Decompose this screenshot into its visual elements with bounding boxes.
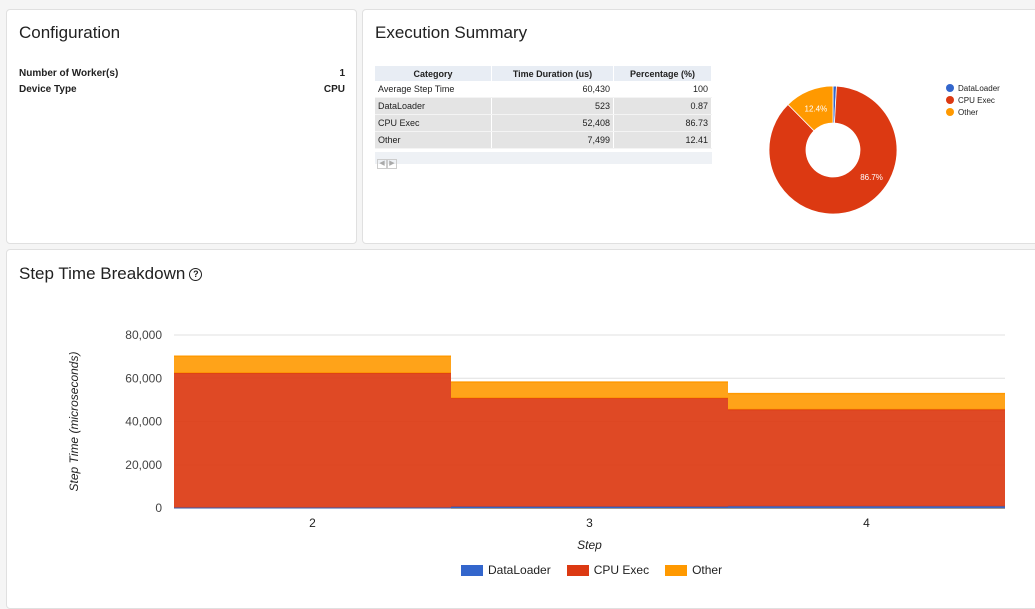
configuration-card: Configuration Number of Worker(s) 1 Devi… [6, 9, 357, 244]
area-segment-cpu-exec[interactable] [451, 398, 728, 507]
pie-slice-label: 86.7% [860, 173, 883, 182]
cell-category: Average Step Time [375, 81, 492, 98]
cell-duration: 7,499 [492, 132, 614, 149]
y-axis-title: Step Time (microseconds) [67, 352, 81, 492]
x-tick-label: 4 [863, 516, 870, 530]
column-header-duration[interactable]: Time Duration (us) [492, 66, 614, 81]
cell-duration: 52,408 [492, 115, 614, 132]
config-label: Device Type [19, 84, 77, 95]
area-segment-other[interactable] [174, 356, 451, 373]
configuration-title: Configuration [19, 23, 120, 43]
cell-duration: 60,430 [492, 81, 614, 98]
pie-legend-item-cpu-exec[interactable]: CPU Exec [946, 94, 1000, 106]
legend-swatch-icon [461, 565, 483, 576]
pie-legend-item-other[interactable]: Other [946, 106, 1000, 118]
y-tick-label: 20,000 [125, 458, 162, 472]
legend-dot-icon [946, 84, 954, 92]
x-tick-label: 2 [309, 516, 316, 530]
pager-next-icon[interactable]: ▶ [387, 159, 397, 169]
config-label: Number of Worker(s) [19, 68, 118, 79]
y-tick-label: 80,000 [125, 328, 162, 342]
cell-percentage: 86.73 [614, 115, 712, 132]
cell-duration: 523 [492, 98, 614, 115]
chart-legend-item-dataloader[interactable]: DataLoader [461, 563, 551, 577]
config-row-device-type: Device Type CPU [19, 84, 345, 95]
chart-legend-item-cpu-exec[interactable]: CPU Exec [567, 563, 649, 577]
execution-summary-title: Execution Summary [375, 23, 527, 43]
chart-legend-item-other[interactable]: Other [665, 563, 722, 577]
legend-label: DataLoader [958, 84, 1000, 93]
table-header-row: Category Time Duration (us) Percentage (… [375, 66, 712, 81]
execution-pie-chart: 86.7% 12.4% [763, 80, 903, 220]
y-tick-label: 60,000 [125, 371, 162, 385]
column-header-category[interactable]: Category [375, 66, 492, 81]
cell-category: CPU Exec [375, 115, 492, 132]
y-tick-label: 40,000 [125, 415, 162, 429]
legend-swatch-icon [567, 565, 589, 576]
legend-label: Other [958, 108, 978, 117]
cell-category: Other [375, 132, 492, 149]
legend-dot-icon [946, 108, 954, 116]
legend-label: Other [692, 563, 722, 577]
config-value: CPU [324, 84, 345, 95]
legend-dot-icon [946, 96, 954, 104]
area-segment-cpu-exec[interactable] [728, 409, 1005, 506]
config-row-workers: Number of Worker(s) 1 [19, 68, 345, 79]
cell-category: DataLoader [375, 98, 492, 115]
table-pager: ◀▶ [375, 152, 712, 164]
pager-prev-icon[interactable]: ◀ [377, 159, 387, 169]
x-axis-title: Step [577, 538, 602, 552]
y-tick-label: 0 [155, 501, 162, 515]
chart-legend: DataLoader CPU Exec Other [461, 563, 738, 577]
column-header-percentage[interactable]: Percentage (%) [614, 66, 712, 81]
cell-percentage: 100 [614, 81, 712, 98]
execution-summary-table: Category Time Duration (us) Percentage (… [375, 66, 712, 149]
pie-legend: DataLoader CPU Exec Other [946, 82, 1000, 118]
legend-label: DataLoader [488, 563, 551, 577]
legend-label: CPU Exec [594, 563, 649, 577]
table-row[interactable]: Other 7,499 12.41 [375, 132, 712, 149]
area-segment-other[interactable] [728, 394, 1005, 410]
table-row[interactable]: DataLoader 523 0.87 [375, 98, 712, 115]
cell-percentage: 12.41 [614, 132, 712, 149]
pie-slice-label: 12.4% [805, 104, 828, 113]
execution-summary-card: Execution Summary Category Time Duration… [362, 9, 1035, 244]
x-tick-label: 3 [586, 516, 593, 530]
table-row[interactable]: CPU Exec 52,408 86.73 [375, 115, 712, 132]
area-segment-cpu-exec[interactable] [174, 373, 451, 508]
config-value: 1 [339, 68, 345, 79]
cell-percentage: 0.87 [614, 98, 712, 115]
step-time-chart: 0 20,000 40,000 60,000 80,000 2 3 4 Step Step Tim… [7, 250, 1035, 580]
legend-label: CPU Exec [958, 96, 995, 105]
table-row[interactable]: Average Step Time 60,430 100 [375, 81, 712, 98]
pie-legend-item-dataloader[interactable]: DataLoader [946, 82, 1000, 94]
area-segment-other[interactable] [451, 382, 728, 398]
legend-swatch-icon [665, 565, 687, 576]
